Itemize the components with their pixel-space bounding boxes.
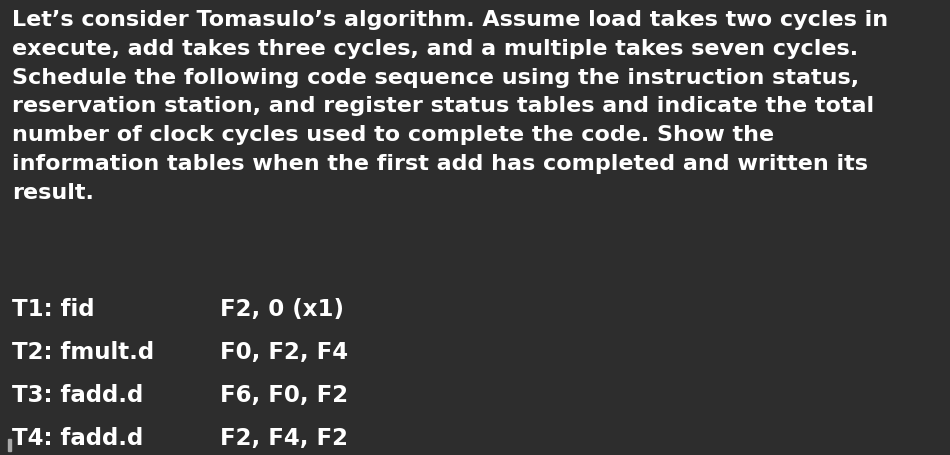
Text: Let’s consider Tomasulo’s algorithm. Assume load takes two cycles in
execute, ad: Let’s consider Tomasulo’s algorithm. Ass… <box>12 10 888 202</box>
Text: F2, 0 (x1): F2, 0 (x1) <box>220 298 344 320</box>
Bar <box>8 439 11 451</box>
Text: F2, F4, F2: F2, F4, F2 <box>220 426 348 449</box>
Text: T1: fid: T1: fid <box>12 298 94 320</box>
Text: T4: fadd.d: T4: fadd.d <box>12 426 143 449</box>
Text: F6, F0, F2: F6, F0, F2 <box>220 383 348 406</box>
Text: T3: fadd.d: T3: fadd.d <box>12 383 143 406</box>
Text: F0, F2, F4: F0, F2, F4 <box>220 340 348 363</box>
Text: T2: fmult.d: T2: fmult.d <box>12 340 154 363</box>
